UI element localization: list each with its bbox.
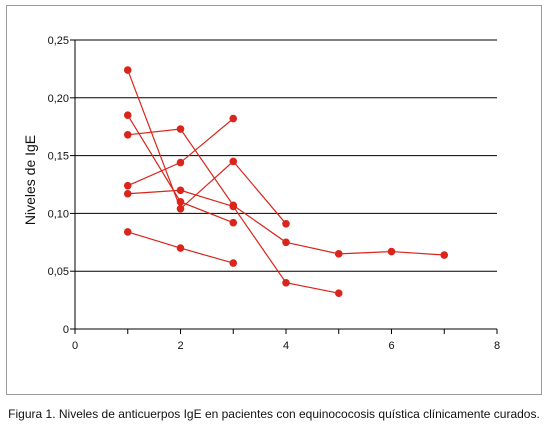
- data-point: [440, 251, 449, 259]
- data-point: [176, 186, 185, 195]
- y-tick-label: 0,15: [48, 151, 69, 163]
- gridlines: [75, 39, 497, 272]
- data-point: [334, 289, 343, 297]
- chart-frame: [6, 5, 542, 395]
- y-axis-label: Niveles de IgE: [22, 135, 38, 225]
- data-point: [334, 250, 343, 258]
- series-line: [127, 69, 287, 225]
- data-point: [229, 157, 238, 166]
- data-point: [123, 66, 132, 74]
- data-point: [176, 204, 185, 213]
- y-tick-label: 0,25: [48, 35, 69, 47]
- data-point: [387, 247, 396, 256]
- data-point: [282, 220, 290, 228]
- data-point: [229, 259, 238, 267]
- data-point: [229, 202, 238, 211]
- y-tick-label: 0: [63, 324, 69, 336]
- x-tick-label: 4: [283, 340, 289, 352]
- y-tick-label: 0,20: [48, 93, 69, 105]
- x-tick-label: 8: [494, 340, 500, 352]
- data-point: [282, 278, 290, 287]
- data-point: [229, 114, 238, 123]
- x-tick-label: 2: [177, 340, 183, 352]
- data-point: [123, 181, 132, 190]
- series-line: [127, 128, 445, 256]
- x-tick-label: 6: [388, 340, 394, 352]
- x-tick-label: 0: [72, 340, 78, 352]
- data-series: [123, 66, 449, 297]
- data-point: [123, 228, 132, 236]
- y-tick-label: 0,05: [48, 266, 69, 278]
- data-point: [176, 125, 185, 133]
- data-point: [176, 158, 185, 167]
- data-point: [123, 111, 132, 119]
- axes: 0 0,05 0,10 0,15 0,20 0,25 0 2 4 6 8: [48, 35, 500, 352]
- data-point: [123, 130, 132, 139]
- data-point: [282, 238, 290, 247]
- y-tick-label: 0,10: [48, 208, 69, 220]
- data-point: [123, 189, 132, 198]
- figure-caption: Figura 1. Niveles de anticuerpos IgE en …: [8, 407, 540, 421]
- data-point: [229, 218, 238, 227]
- data-point: [176, 244, 185, 252]
